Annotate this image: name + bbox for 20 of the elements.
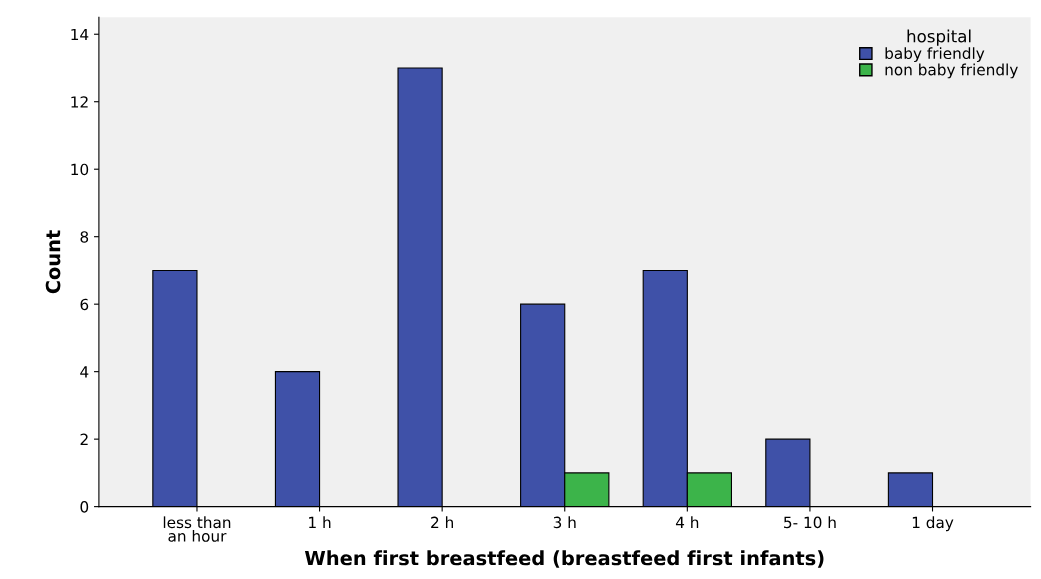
- y-tick-label: 12: [71, 96, 88, 108]
- x-tick-label: 3 h: [553, 516, 576, 529]
- y-tick-label: 14: [71, 28, 89, 41]
- y-tick-label: 2: [80, 433, 88, 445]
- x-tick-label: 5- 10 h: [784, 516, 836, 529]
- x-tick-label: 2 h: [431, 516, 453, 528]
- x-tick-label: 1 day: [912, 516, 954, 532]
- y-tick-label: 6: [80, 298, 89, 311]
- y-tick-label: 0: [80, 501, 89, 513]
- x-tick-label: less than an hour: [163, 516, 231, 542]
- legend-title: hospital: [907, 29, 971, 46]
- y-tick-label: 8: [80, 231, 89, 243]
- y-tick-label: 4: [80, 366, 89, 378]
- y-tick-label: 10: [71, 163, 89, 176]
- y-axis-title: Count: [45, 230, 61, 294]
- legend-label: baby friendly: [885, 47, 985, 63]
- legend-label: non baby friendly: [885, 63, 1018, 79]
- x-axis-title: When first breastfeed (breastfeed first infants): [304, 550, 824, 568]
- x-tick-label: 1 h: [309, 516, 331, 528]
- x-tick-label: 4 h: [675, 516, 699, 528]
